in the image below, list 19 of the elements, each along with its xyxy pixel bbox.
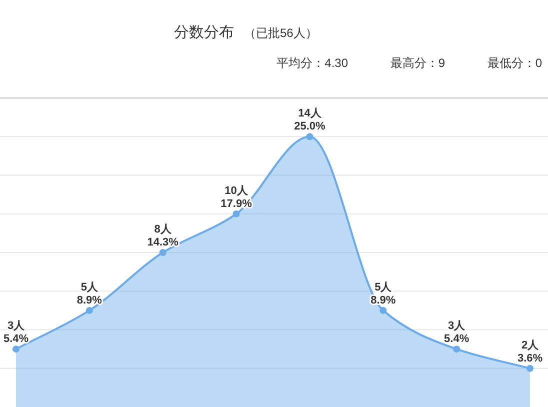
data-label: 14人 25.0% [294, 108, 326, 133]
data-label: 2人 3.6% [517, 339, 543, 364]
data-label: 5人 8.9% [76, 281, 102, 306]
point [380, 306, 387, 314]
point [526, 364, 534, 372]
data-label: 3人 5.4% [444, 320, 470, 346]
chart-subtitle: （已批56人） [244, 26, 318, 40]
point [12, 346, 20, 353]
point [159, 249, 166, 256]
point [86, 306, 93, 314]
point [232, 210, 240, 218]
data-label: 8人 14.3% [147, 224, 179, 248]
text: 最高分：9 [390, 56, 446, 70]
point [306, 133, 314, 140]
data-label: 3人 5.4% [3, 320, 29, 346]
text: 最低分：0 [487, 56, 542, 70]
chart-title: 分数分布 [174, 24, 234, 41]
point [453, 346, 460, 353]
text: 平均分：4.30 [276, 56, 348, 70]
